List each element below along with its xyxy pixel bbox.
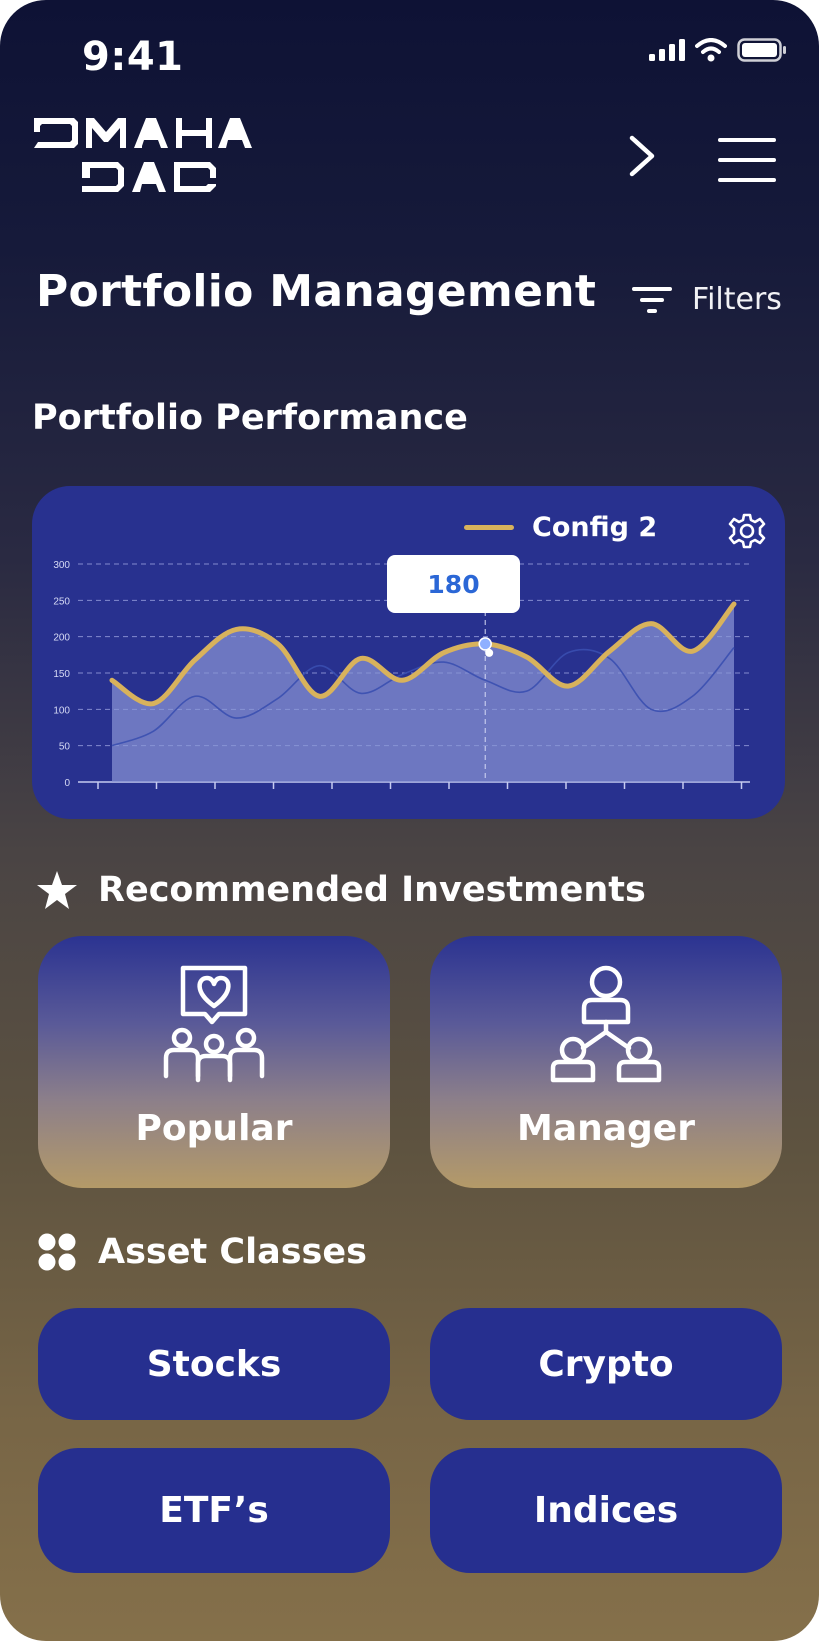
y-tick-label: 200 — [53, 633, 70, 644]
recommended-title: Recommended Investments — [98, 870, 646, 910]
status-icons — [649, 38, 787, 62]
cellular-signal-icon — [649, 39, 685, 61]
series-line-primary — [109, 601, 737, 707]
menu-button[interactable] — [718, 136, 778, 186]
popular-card[interactable]: Popular — [38, 936, 390, 1188]
hamburger-menu-icon — [718, 138, 776, 182]
chart-tooltip: 180 — [387, 555, 520, 613]
y-tick-label: 50 — [59, 742, 71, 753]
filter-icon — [632, 286, 672, 313]
performance-chart-svg: 0 50 100 150 200 250 300 — [53, 560, 750, 789]
heart-group-icon — [154, 964, 274, 1088]
asset-crypto-button[interactable]: Crypto — [430, 1308, 782, 1420]
highlight-point — [478, 637, 492, 651]
y-tick-label: 300 — [53, 560, 70, 571]
status-time: 9:41 — [82, 34, 184, 80]
y-tick-label: 100 — [53, 705, 70, 716]
page-title: Portfolio Management — [36, 266, 597, 317]
battery-icon — [737, 38, 786, 62]
filters-button[interactable]: Filters — [632, 282, 782, 317]
legend-label: Config 2 — [532, 512, 658, 543]
recommended-header: Recommended Investments — [36, 870, 646, 910]
asset-stocks-button[interactable]: Stocks — [38, 1308, 390, 1420]
star-icon — [37, 871, 77, 909]
gear-icon — [728, 513, 766, 549]
manager-hierarchy-icon — [541, 964, 671, 1088]
asset-classes-title: Asset Classes — [98, 1232, 367, 1272]
performance-section-title: Portfolio Performance — [32, 398, 468, 438]
asset-classes-header: Asset Classes — [38, 1232, 367, 1272]
performance-chart[interactable]: 0 50 100 150 200 250 300 — [32, 486, 785, 819]
chevron-right-icon — [629, 135, 655, 177]
next-button[interactable] — [620, 134, 664, 178]
asset-etfs-button[interactable]: ETF’s — [38, 1448, 390, 1573]
cursor-pointer-icon — [485, 648, 494, 657]
y-tick-label: 250 — [53, 596, 70, 607]
logo-wordmark-icon — [34, 118, 252, 192]
series-area-fill — [112, 603, 734, 782]
wifi-icon — [695, 38, 727, 62]
popular-label: Popular — [135, 1108, 293, 1149]
y-tick-label: 0 — [64, 778, 70, 789]
filters-label: Filters — [692, 282, 782, 317]
grid-dots-icon — [38, 1233, 76, 1271]
asset-indices-button[interactable]: Indices — [430, 1448, 782, 1573]
chart-legend[interactable]: Config 2 — [464, 512, 657, 543]
legend-line-swatch — [464, 525, 514, 530]
chart-settings-button[interactable] — [728, 512, 766, 550]
omaha-dao-logo[interactable] — [34, 118, 264, 202]
manager-card[interactable]: Manager — [430, 936, 782, 1188]
manager-label: Manager — [517, 1108, 695, 1149]
y-tick-label: 150 — [53, 669, 70, 680]
